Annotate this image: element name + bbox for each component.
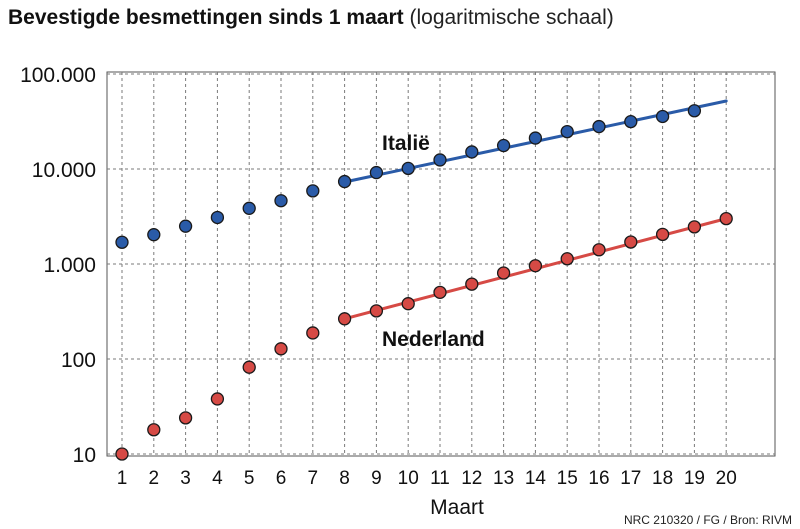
data-point-italie	[687, 104, 702, 118]
data-point-italie	[115, 235, 129, 249]
x-tick-label: 2	[149, 468, 160, 489]
series-label-nederland: Nederland	[382, 328, 485, 351]
data-point-nederland	[147, 423, 161, 437]
x-tick-label: 12	[461, 468, 482, 489]
x-tick-label: 3	[180, 468, 191, 489]
data-point-nederland	[178, 411, 193, 425]
x-tick-label: 13	[493, 468, 514, 489]
source-note: NRC 210320 / FG / Bron: RIVM	[624, 513, 792, 527]
data-point-nederland	[115, 447, 129, 461]
data-point-nederland	[655, 227, 670, 242]
x-axis-label: Maart	[430, 496, 484, 519]
data-point-italie	[242, 201, 256, 215]
data-points	[115, 104, 733, 461]
x-tick-label: 9	[371, 468, 382, 489]
y-tick-label: 100	[61, 349, 96, 372]
x-tick-label: 6	[276, 468, 287, 489]
data-point-italie	[465, 145, 479, 159]
data-point-italie	[306, 184, 320, 198]
data-point-nederland	[592, 243, 606, 257]
data-point-nederland	[337, 312, 352, 326]
x-tick-label: 10	[398, 468, 419, 489]
data-point-nederland	[401, 297, 415, 311]
y-axis: 10 100 1.000 10.000 100.000	[20, 64, 96, 467]
y-tick-label: 1.000	[43, 254, 96, 277]
x-tick-label: 1	[117, 468, 128, 489]
data-point-nederland	[369, 304, 384, 318]
data-point-italie	[528, 131, 543, 145]
data-point-italie	[496, 138, 511, 153]
y-tick-label: 100.000	[20, 64, 96, 87]
data-point-italie	[401, 161, 415, 176]
data-point-italie	[274, 194, 288, 208]
data-point-nederland	[210, 392, 225, 406]
x-tick-label: 4	[212, 468, 223, 489]
data-point-italie	[337, 174, 352, 189]
x-tick-label: 16	[588, 468, 609, 489]
plot-frame	[106, 71, 776, 457]
x-tick-label: 7	[308, 468, 319, 489]
data-point-nederland	[496, 266, 511, 280]
grid	[106, 71, 776, 457]
y-tick-label: 10.000	[32, 159, 96, 182]
x-axis: 1 2 3 4 5 6 7 8 9 10 11 12 13 14 15 16 17 18 19 20	[117, 468, 737, 489]
chart-subtitle: (logaritmische schaal)	[409, 6, 614, 29]
chart-title-main: Bevestigde besmettingen sinds 1 maart	[8, 6, 404, 29]
x-tick-label: 11	[430, 468, 450, 489]
data-point-nederland	[433, 285, 447, 300]
data-point-italie	[369, 165, 384, 180]
data-point-nederland	[306, 326, 320, 340]
x-tick-label: 19	[684, 468, 705, 489]
data-point-italie	[433, 153, 447, 167]
data-point-nederland	[528, 259, 543, 273]
data-point-nederland	[560, 252, 574, 266]
data-point-italie	[560, 124, 574, 139]
data-point-italie	[210, 210, 225, 225]
data-point-italie	[655, 109, 670, 124]
x-tick-label: 14	[525, 468, 547, 489]
data-point-italie	[147, 228, 161, 242]
data-point-italie	[624, 115, 638, 129]
x-tick-label: 5	[244, 468, 255, 489]
x-tick-label: 8	[339, 468, 350, 489]
y-tick-label: 10	[73, 444, 96, 467]
chart-title: Bevestigde besmettingen sinds 1 maart (l…	[8, 6, 614, 30]
series-label-italie: Italië	[382, 132, 430, 155]
data-point-italie	[592, 119, 606, 134]
data-point-nederland	[242, 360, 256, 374]
x-tick-label: 18	[652, 468, 673, 489]
x-tick-label: 15	[557, 468, 578, 489]
data-point-nederland	[465, 277, 479, 291]
data-point-nederland	[274, 342, 288, 356]
x-tick-label: 20	[716, 468, 737, 489]
data-point-italie	[178, 219, 193, 233]
data-point-nederland	[687, 220, 702, 234]
data-point-nederland	[719, 211, 733, 226]
data-point-nederland	[624, 235, 638, 249]
x-tick-label: 17	[620, 468, 641, 489]
